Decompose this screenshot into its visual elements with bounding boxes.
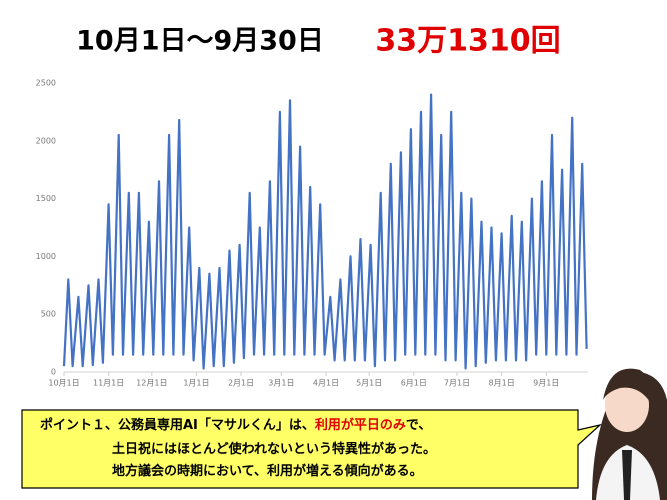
x-tick-label: 1月1日 <box>183 379 209 388</box>
x-tick-label: 7月1日 <box>444 379 470 388</box>
callout-text-part: 土日祝にはほとんど使われないという特異性があった。 <box>112 441 436 457</box>
x-tick-label: 2月1日 <box>228 379 254 388</box>
callout-text-part: 利用が平日のみ <box>315 417 406 433</box>
x-tick-label: 3月1日 <box>268 379 294 388</box>
callout-line: ポイント１、公務員専用AI「マサルくん」は、利用が平日のみで、 <box>40 417 431 433</box>
y-tick-label: 2500 <box>36 79 56 88</box>
callout-box <box>21 409 603 489</box>
x-tick-label: 12月1日 <box>136 379 167 388</box>
x-tick-label: 8月1日 <box>489 379 515 388</box>
plot-area: 0 500 1000 1500 2000 2500 10月1日 11月1日 12月1日 1月1日 2… <box>36 79 588 388</box>
x-tick-label: 9月1日 <box>533 379 559 388</box>
callout-text-part: で、 <box>406 418 431 433</box>
series-line <box>62 93 588 370</box>
total-count: 33万1310回 <box>375 24 560 59</box>
callout-text: ポイント１、公務員専用AI「マサルくん」は、利用が平日のみで、土日祝にはほとんど… <box>40 417 436 479</box>
callout-text-part: ポイント１、公務員専用AI「マサルくん」は、 <box>40 417 315 433</box>
callout-text-part: 地方議会の時期において、利用が増える傾向がある。 <box>112 463 423 479</box>
x-tick-label: 10月1日 <box>48 379 79 388</box>
callout-line: 土日祝にはほとんど使われないという特異性があった。 <box>112 441 436 457</box>
avatar <box>592 368 667 500</box>
callout-line: 地方議会の時期において、利用が増える傾向がある。 <box>112 463 423 479</box>
x-tick-label: 4月1日 <box>313 379 339 388</box>
x-tick-label: 6月1日 <box>401 379 427 388</box>
y-tick-label: 0 <box>51 368 56 377</box>
x-tick-label: 5月1日 <box>356 379 382 388</box>
chart-title: 10月1日〜9月30日 <box>76 26 324 57</box>
y-tick-label: 500 <box>41 310 56 319</box>
y-tick-label: 1500 <box>36 194 56 203</box>
y-tick-label: 2000 <box>36 136 56 145</box>
x-tick-label: 11月1日 <box>93 379 124 388</box>
y-tick-label: 1000 <box>36 252 56 261</box>
